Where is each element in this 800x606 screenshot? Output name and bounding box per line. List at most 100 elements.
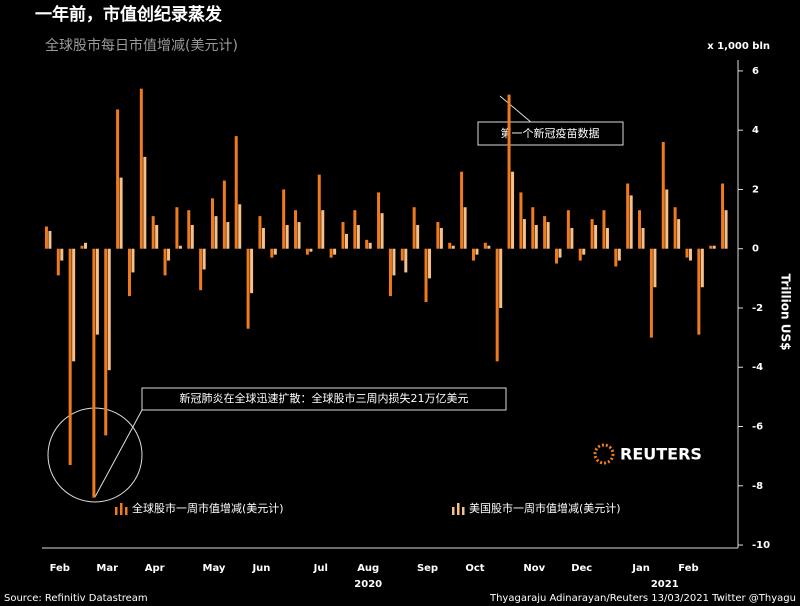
unit-label: x 1,000 bln bbox=[707, 41, 770, 52]
bar bbox=[353, 210, 357, 249]
x-tick-label: Jun bbox=[251, 563, 270, 574]
x-tick-label: Jul bbox=[313, 563, 328, 574]
bar bbox=[519, 192, 523, 249]
bar bbox=[570, 227, 574, 249]
bar bbox=[341, 222, 345, 249]
brand-logo: REUTERS bbox=[593, 443, 702, 465]
year-label: 2021 bbox=[651, 579, 679, 590]
logo-mark bbox=[593, 443, 615, 465]
bar bbox=[80, 245, 84, 249]
y-axis-label: Trillion US$ bbox=[779, 274, 793, 351]
bar bbox=[712, 245, 716, 249]
bar bbox=[155, 225, 159, 249]
legend-swatch bbox=[452, 507, 455, 515]
bar bbox=[329, 248, 333, 258]
x-tick-label: Feb bbox=[50, 563, 70, 574]
bar bbox=[578, 248, 582, 261]
bar bbox=[697, 248, 701, 335]
bar bbox=[412, 207, 416, 249]
bar bbox=[116, 109, 120, 249]
bar bbox=[48, 230, 52, 249]
bar bbox=[688, 248, 692, 261]
annotation-leader bbox=[499, 95, 533, 124]
bar bbox=[439, 227, 443, 249]
bar bbox=[673, 207, 677, 249]
bar bbox=[167, 248, 171, 261]
bar bbox=[44, 226, 48, 249]
bar bbox=[297, 222, 301, 249]
bar bbox=[558, 248, 562, 258]
bar bbox=[641, 227, 645, 249]
bar bbox=[333, 248, 337, 255]
x-tick-label: Mar bbox=[96, 563, 118, 574]
bar bbox=[721, 183, 725, 249]
bar bbox=[511, 171, 515, 249]
bar bbox=[202, 248, 206, 270]
x-tick-label: May bbox=[203, 563, 226, 574]
bar bbox=[709, 245, 713, 249]
bar bbox=[285, 225, 289, 249]
bar bbox=[92, 248, 96, 498]
bar bbox=[365, 239, 369, 249]
bar bbox=[626, 183, 630, 249]
bar bbox=[60, 248, 64, 261]
bar bbox=[321, 210, 325, 249]
bar bbox=[499, 248, 503, 308]
bar bbox=[400, 248, 404, 261]
y-tick-label: 6 bbox=[752, 66, 759, 77]
y-tick-label: -8 bbox=[752, 481, 763, 492]
bar bbox=[178, 245, 182, 249]
bar bbox=[475, 248, 479, 255]
chart-title: 一年前，市值创纪录蒸发 bbox=[35, 4, 223, 25]
bar bbox=[582, 248, 586, 255]
bar bbox=[661, 142, 665, 249]
bar bbox=[617, 248, 621, 261]
brand: REUTERS bbox=[620, 445, 702, 464]
bar bbox=[638, 210, 642, 249]
bar bbox=[238, 204, 242, 249]
legend-swatch bbox=[125, 507, 128, 515]
bar bbox=[226, 222, 230, 249]
bar bbox=[534, 225, 538, 249]
bar bbox=[273, 248, 277, 255]
bar bbox=[131, 248, 135, 273]
bar bbox=[95, 248, 99, 335]
year-label: 2020 bbox=[354, 579, 382, 590]
y-tick-label: 4 bbox=[752, 125, 759, 136]
bar bbox=[416, 225, 420, 249]
x-tick-label: Sep bbox=[417, 563, 438, 574]
bar bbox=[368, 242, 372, 249]
bar bbox=[649, 248, 653, 338]
bar bbox=[270, 248, 274, 258]
bar bbox=[250, 248, 254, 294]
bar bbox=[543, 216, 547, 249]
bar bbox=[56, 248, 60, 276]
bar bbox=[605, 227, 609, 249]
bar bbox=[460, 171, 464, 249]
bar bbox=[507, 94, 511, 249]
bar bbox=[546, 222, 550, 249]
annotation: 新冠肺炎在全球迅速扩散：全球股市三周内损失21万亿美元 bbox=[180, 391, 469, 405]
bar bbox=[214, 216, 218, 249]
x-tick-label: Dec bbox=[571, 563, 592, 574]
bar bbox=[261, 227, 265, 249]
y-tick-label: -4 bbox=[752, 362, 763, 373]
bar bbox=[107, 248, 111, 371]
bar bbox=[653, 248, 657, 288]
bar bbox=[190, 225, 194, 249]
bar bbox=[463, 207, 467, 249]
bar bbox=[602, 210, 606, 249]
bar bbox=[685, 248, 689, 258]
bar bbox=[448, 242, 452, 249]
bar bbox=[566, 210, 570, 249]
legend-swatch bbox=[457, 503, 460, 515]
bar bbox=[677, 219, 681, 249]
annotation-box bbox=[141, 387, 507, 411]
bar bbox=[246, 248, 250, 329]
bar bbox=[143, 156, 147, 249]
y-tick-label: -6 bbox=[752, 422, 763, 433]
bar bbox=[151, 216, 155, 249]
